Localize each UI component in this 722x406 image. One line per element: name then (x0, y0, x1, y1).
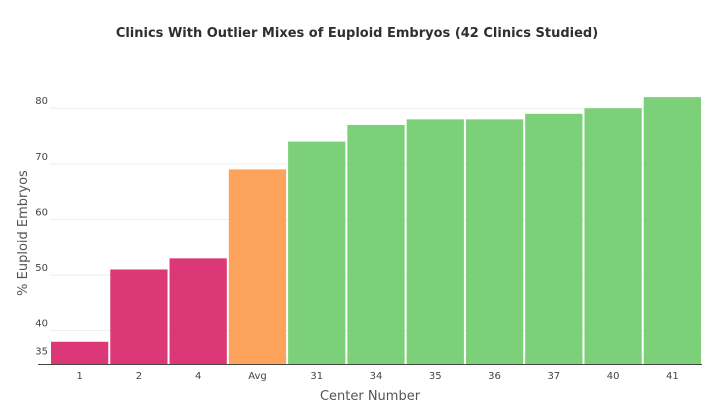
x-tick-label: 4 (195, 371, 201, 382)
y-tick-label: 70 (35, 152, 48, 163)
bar-35[interactable] (406, 119, 464, 364)
x-tick-label: 35 (429, 371, 442, 382)
bar-2[interactable] (110, 269, 168, 364)
x-axis-ticks: 1 2 4 Avg 31 34 35 36 37 40 41 (76, 371, 678, 382)
x-tick-label: 31 (310, 371, 323, 382)
x-axis-title: Center Number (320, 389, 421, 404)
bar-41[interactable] (643, 97, 701, 365)
bar-36[interactable] (465, 119, 524, 364)
y-tick-label: 40 (35, 319, 48, 330)
bar-1[interactable] (51, 341, 109, 364)
x-tick-label: 41 (666, 371, 679, 382)
x-tick-label: 37 (547, 371, 560, 382)
x-tick-label: Avg (248, 371, 267, 382)
x-tick-label: 36 (488, 371, 501, 382)
bar-avg[interactable] (228, 169, 287, 364)
bar-4[interactable] (169, 258, 227, 364)
y-axis-title: % Euploid Embryos (16, 170, 31, 296)
bar-31[interactable] (288, 141, 346, 364)
x-tick-label: 1 (76, 371, 82, 382)
y-axis-ticks: 35 40 50 60 70 80 (35, 96, 48, 357)
y-tick-label: 80 (35, 96, 48, 107)
x-tick-label: 34 (370, 371, 383, 382)
y-tick-label: 50 (35, 263, 48, 274)
x-tick-label: 40 (607, 371, 620, 382)
x-tick-label: 2 (136, 371, 142, 382)
chart-title: Clinics With Outlier Mixes of Euploid Em… (116, 26, 598, 41)
y-tick-label: 35 (35, 346, 48, 357)
bars (51, 97, 701, 365)
bar-40[interactable] (584, 108, 642, 365)
bar-37[interactable] (525, 113, 583, 364)
y-tick-label: 60 (35, 207, 48, 218)
bar-34[interactable] (347, 124, 405, 364)
